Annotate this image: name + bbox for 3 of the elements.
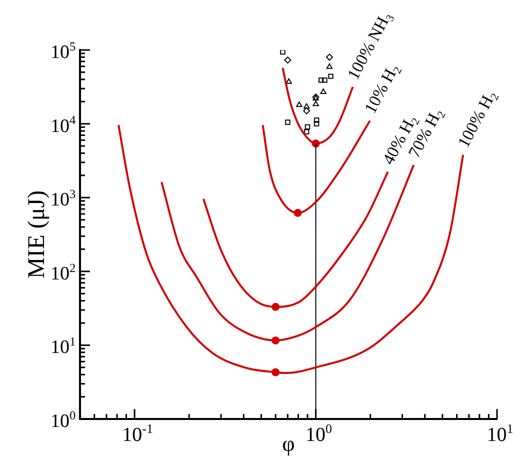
x-axis-title: φ bbox=[282, 431, 295, 456]
text: 100% H2 bbox=[454, 92, 502, 151]
y-axis-title: MIE (μJ) bbox=[24, 190, 50, 279]
